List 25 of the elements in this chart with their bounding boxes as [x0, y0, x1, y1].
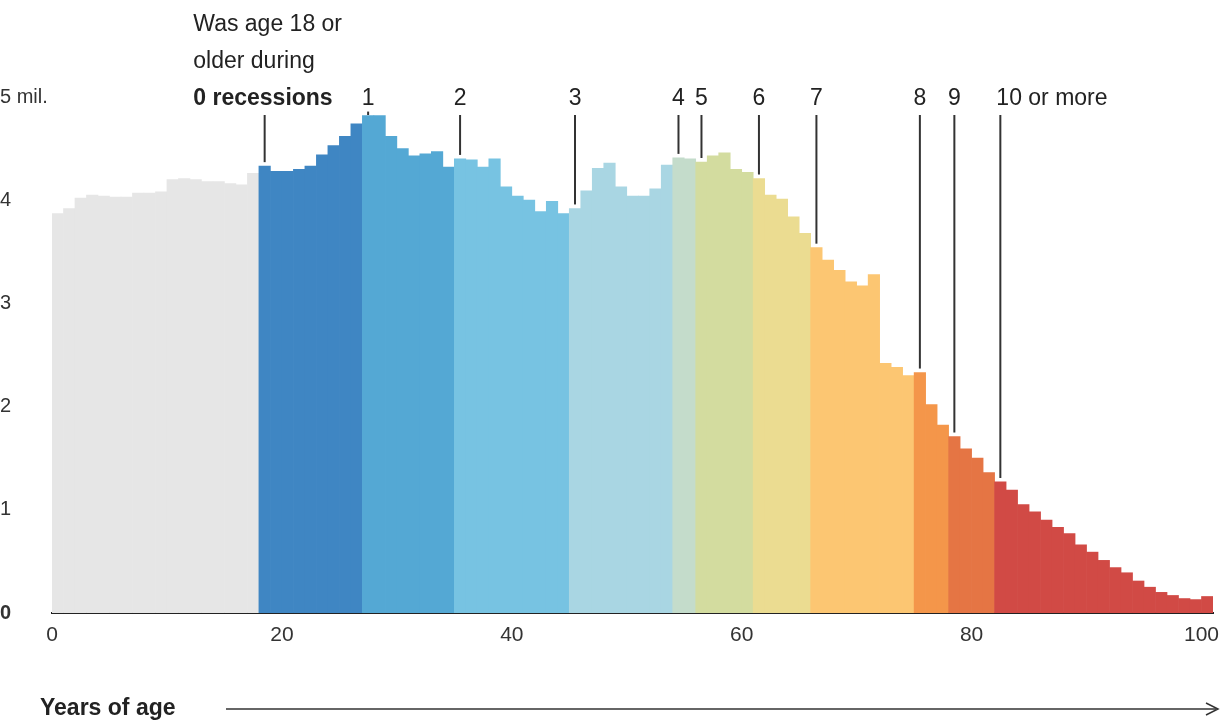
x-tick-label: 100 [1183, 622, 1220, 646]
y-tick-label: 1 [0, 497, 12, 520]
y-tick-label: 0 [0, 600, 12, 623]
y-tick-label: 4 [0, 187, 12, 210]
annotation: 5 [695, 84, 708, 110]
annotation: 0 recessions [193, 84, 333, 110]
x-tick-label: 0 [46, 622, 58, 646]
x-axis-title: Years of age [40, 694, 176, 721]
x-tick-label: 80 [959, 622, 984, 646]
annotation: 8 [913, 84, 927, 110]
x-tick-label: 20 [270, 622, 294, 646]
annotation: 9 [947, 84, 961, 110]
x-tick-label: 40 [500, 622, 524, 646]
annotation: 10 or more [996, 84, 1108, 110]
text: Was age 18 or older during [193, 10, 343, 73]
y-tick-label: 3 [0, 290, 12, 313]
annotation: 6 [752, 84, 766, 110]
annotation: 7 [810, 84, 823, 110]
y-tick-label: 2 [0, 394, 12, 417]
annotation: 3 [568, 84, 582, 110]
annotation: 2 [453, 84, 467, 110]
y-tick-label: 5 mil. [0, 84, 48, 107]
annotation: 4 [672, 84, 686, 110]
x-tick-label: 60 [730, 622, 754, 646]
annotation: 1 [361, 84, 375, 110]
